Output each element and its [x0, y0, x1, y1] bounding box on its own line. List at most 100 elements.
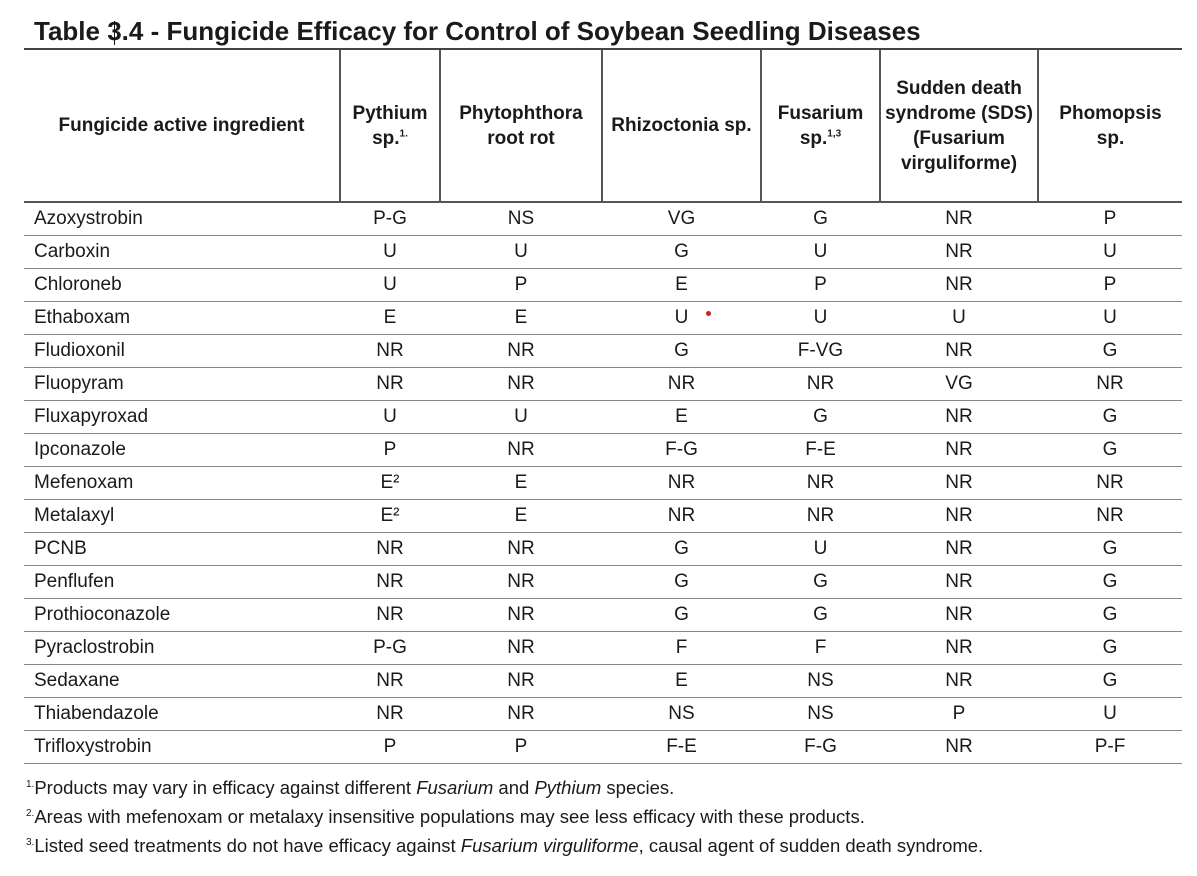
- rating-cell: NR: [880, 433, 1038, 467]
- rating-cell: E: [602, 268, 761, 302]
- footnote-mark: 1.: [26, 779, 35, 790]
- ingredient-cell: Fluxapyroxad: [24, 400, 340, 434]
- rating-cell: NR: [602, 367, 761, 401]
- red-dot-marker: [706, 311, 711, 316]
- rating-cell: G: [602, 532, 761, 566]
- rating-cell: NS: [440, 202, 602, 236]
- table-row: Metalaxyl E² E NR NR NR NR: [24, 499, 1182, 533]
- rating-cell: G: [1038, 400, 1182, 434]
- table-row: Fludioxonil NR NR G F-VG NR G: [24, 334, 1182, 368]
- table-row: Trifloxystrobin P P F-E F-G NR P-F: [24, 730, 1182, 764]
- rating-cell: E: [602, 400, 761, 434]
- rating-cell: NR: [880, 532, 1038, 566]
- rating-cell: NR: [880, 499, 1038, 533]
- rating-cell: E: [440, 499, 602, 533]
- rating-cell: G: [761, 202, 880, 236]
- rating-cell: P: [440, 268, 602, 302]
- rating-cell: G: [1038, 532, 1182, 566]
- rating-cell: NS: [602, 697, 761, 731]
- table-body: Azoxystrobin P-G NS VG G NR P Carboxin U U G U NR U Ch…: [24, 202, 1182, 764]
- rating-cell: P-F: [1038, 730, 1182, 764]
- rating-cell: NR: [340, 664, 440, 698]
- rating-cell: F-G: [602, 433, 761, 467]
- table-row: Penflufen NR NR G G NR G: [24, 565, 1182, 599]
- ingredient-cell: Prothioconazole: [24, 598, 340, 632]
- rating-cell: U: [761, 235, 880, 269]
- rating-cell: NR: [340, 598, 440, 632]
- rating-cell: NR: [880, 466, 1038, 500]
- rating-cell: F-E: [602, 730, 761, 764]
- footnote-text: Fusarium virguliforme: [460, 835, 639, 857]
- rating-cell: NR: [340, 334, 440, 368]
- rating-cell: E: [440, 301, 602, 335]
- rating-cell: NR: [440, 631, 602, 665]
- rating-cell: P: [340, 730, 440, 764]
- rating-cell: P: [1038, 202, 1182, 236]
- rating-cell: U: [440, 235, 602, 269]
- ingredient-cell: Ipconazole: [24, 433, 340, 467]
- rating-cell: P-G: [340, 202, 440, 236]
- rating-cell: G: [761, 598, 880, 632]
- column-header-label: Pythium sp.: [352, 102, 428, 149]
- rating-cell: NR: [340, 367, 440, 401]
- rating-cell: G: [602, 235, 761, 269]
- rating-cell: NR: [1038, 499, 1182, 533]
- ingredient-cell: Penflufen: [24, 565, 340, 599]
- footnote: 3.Listed seed treatments do not have eff…: [26, 830, 1182, 859]
- rating-cell: E²: [340, 466, 440, 500]
- footnotes: 1.Products may vary in efficacy against …: [24, 772, 1182, 859]
- footnote-text: Fusarium: [416, 777, 494, 799]
- column-header: Pythium sp.1.: [339, 50, 440, 203]
- footnote-text: Products may vary in efficacy against di…: [34, 777, 417, 799]
- table-row: Pyraclostrobin P-G NR F F NR G: [24, 631, 1182, 665]
- rating-cell: G: [761, 565, 880, 599]
- rating-cell: G: [1038, 631, 1182, 665]
- footnote-mark: 3.: [26, 837, 35, 849]
- rating-cell: NR: [880, 730, 1038, 764]
- footnote-text: Areas with mefenoxam or metalaxy insensi…: [34, 806, 865, 828]
- rating-cell: E: [440, 466, 602, 500]
- rating-cell: NR: [761, 499, 880, 533]
- rating-cell: U: [1038, 697, 1182, 731]
- rating-cell: NR: [880, 565, 1038, 599]
- rating-cell: NR: [880, 400, 1038, 434]
- rating-cell: F-G: [761, 730, 880, 764]
- ingredient-cell: Metalaxyl: [24, 499, 340, 533]
- rating-cell: F-E: [761, 433, 880, 467]
- table-row: Mefenoxam E² E NR NR NR NR: [24, 466, 1182, 500]
- table-header: Fungicide active ingredient Pythium sp.1.…: [24, 50, 1182, 203]
- rating-cell: NR: [880, 598, 1038, 632]
- rating-cell: NR: [340, 697, 440, 731]
- table-row: Azoxystrobin P-G NS VG G NR P: [24, 202, 1182, 236]
- ingredient-cell: Ethaboxam: [24, 301, 340, 335]
- rating-cell: E: [340, 301, 440, 335]
- column-header: Phomopsis sp.: [1037, 50, 1182, 203]
- rating-cell: NR: [761, 466, 880, 500]
- table-row: Prothioconazole NR NR G G NR G: [24, 598, 1182, 632]
- ingredient-cell: Thiabendazole: [24, 697, 340, 731]
- footnote-mark: 2.: [26, 808, 35, 820]
- rating-cell: G: [1038, 598, 1182, 632]
- ingredient-cell: Trifloxystrobin: [24, 730, 340, 764]
- rating-cell: NR: [340, 532, 440, 566]
- rating-cell: P: [1038, 268, 1182, 302]
- footnote-text: and: [493, 777, 535, 799]
- rating-cell: G: [1038, 565, 1182, 599]
- footnote-text: Listed seed treatments do not have effic…: [34, 835, 461, 857]
- rating-cell: G: [602, 598, 761, 632]
- header-row: Fungicide active ingredient Pythium sp.1.…: [24, 50, 1182, 203]
- rating-cell: G: [1038, 433, 1182, 467]
- rating-cell: E²: [340, 499, 440, 533]
- rating-cell: U: [440, 400, 602, 434]
- footnote: 2.Areas with mefenoxam or metalaxy insen…: [26, 801, 1182, 830]
- rating-cell: NS: [761, 697, 880, 731]
- rating-cell: P: [440, 730, 602, 764]
- table-row: Fluxapyroxad U U E G NR G: [24, 400, 1182, 434]
- text-cursor: [114, 21, 115, 45]
- rating-cell: U: [1038, 301, 1182, 335]
- document-page: Table 3.4 - Fungicide Efficacy for Contr…: [24, 14, 1182, 859]
- table-row: Thiabendazole NR NR NS NS P U: [24, 697, 1182, 731]
- rating-cell: U: [602, 301, 761, 335]
- table-row: Ethaboxam E E U U U U: [24, 301, 1182, 335]
- rating-cell: NR: [1038, 367, 1182, 401]
